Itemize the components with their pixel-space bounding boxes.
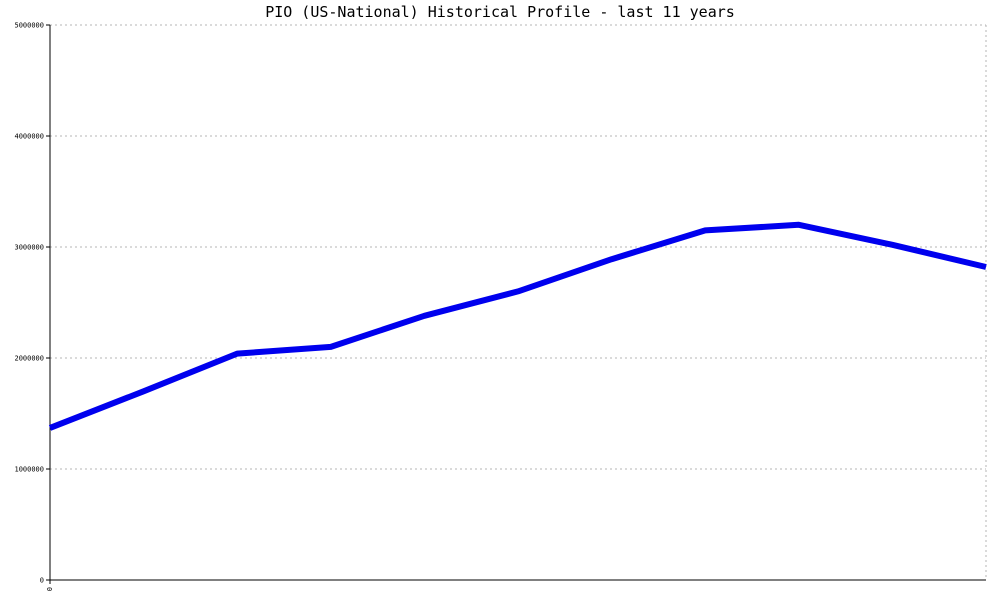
label-layer: 0 1000000 2000000 3000000 4000000 5000000 0: [14, 22, 54, 592]
chart-title: PIO (US-National) Historical Profile - l…: [265, 3, 735, 21]
y-tick-label: 4000000: [14, 133, 44, 141]
y-tick-label: 0: [40, 577, 44, 585]
axis-layer: [46, 24, 986, 584]
grid-layer: [50, 24, 987, 580]
y-tick-label: 5000000: [14, 22, 44, 30]
y-tick-label: 1000000: [14, 466, 44, 474]
series-line: [48, 221, 987, 431]
y-tick-label: 3000000: [14, 244, 44, 252]
series-layer: [48, 221, 987, 431]
y-tick-label: 2000000: [14, 355, 44, 363]
x-tick-label: 0: [46, 587, 54, 591]
